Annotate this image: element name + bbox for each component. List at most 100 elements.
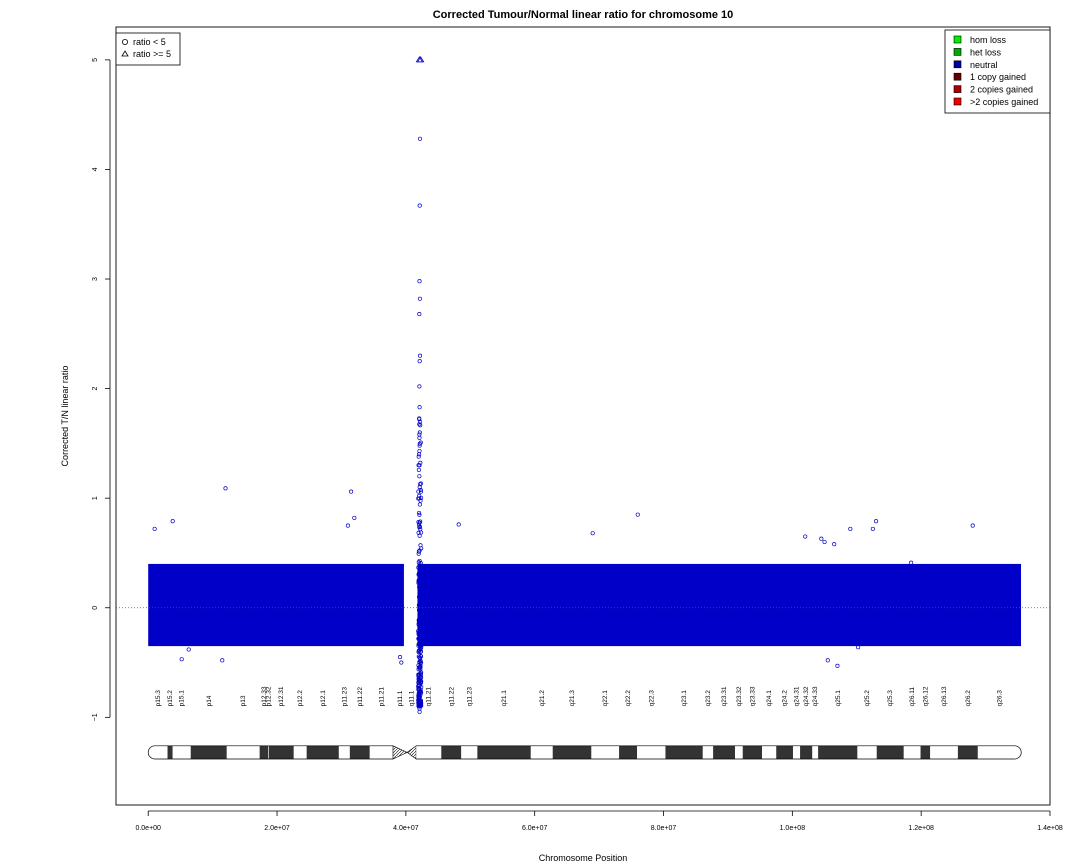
data-point (416, 683, 421, 688)
data-point (803, 534, 808, 539)
band-label: p14 (206, 695, 213, 706)
band-label: q21.2 (539, 690, 546, 707)
data-point (417, 655, 423, 660)
shape-legend-box (115, 32, 181, 66)
ideogram-band (735, 745, 743, 759)
band-label: p13 (240, 695, 247, 706)
color-swatch (953, 72, 962, 81)
data-point (417, 296, 422, 301)
data-point (417, 474, 422, 479)
data-point (417, 279, 422, 284)
band-label: q23.2 (705, 690, 712, 707)
band-label: q26.2 (965, 690, 972, 707)
ideogram-band (857, 745, 877, 759)
band-label: q26.13 (941, 686, 948, 706)
ideogram-band (812, 745, 819, 759)
data-point (418, 487, 423, 492)
data-point (416, 565, 421, 570)
x-tick-label: 1.0e+08 (780, 825, 806, 832)
data-point-triangle (415, 56, 424, 63)
ideogram-band (957, 745, 978, 759)
band-label: q24.2 (782, 690, 789, 707)
data-point (417, 616, 422, 621)
data-point (418, 646, 423, 651)
ideogram-band (167, 745, 173, 759)
x-tick-label: 6.0e+07 (522, 825, 548, 832)
data-point (417, 435, 422, 440)
ideogram-band (702, 745, 714, 759)
x-tick-label: 4.0e+07 (393, 825, 419, 832)
data-point (835, 663, 840, 668)
band-label: p12.31 (278, 686, 285, 706)
data-point (223, 486, 228, 491)
data-point (416, 686, 421, 691)
band-label: q26.11 (909, 687, 916, 707)
data-point (416, 622, 421, 627)
data-point (416, 636, 422, 641)
band-label: p15.3 (155, 690, 162, 707)
band-label: q23.1 (681, 690, 688, 707)
band-label: p11.23 (341, 687, 348, 707)
color-legend-label: neutral (970, 60, 998, 70)
data-point (419, 685, 424, 690)
color-swatch (953, 85, 962, 93)
ideogram-band (441, 745, 462, 759)
data-point (418, 665, 423, 670)
y-tick-label: 4 (92, 167, 99, 171)
data-point (417, 452, 422, 457)
band-label: p11.21 (378, 687, 385, 707)
data-point (856, 645, 861, 650)
data-point (417, 687, 422, 692)
ideogram-band (619, 745, 638, 759)
band-label: q11.22 (448, 687, 455, 707)
data-point (349, 489, 354, 494)
data-point (416, 530, 421, 535)
data-point (416, 496, 421, 501)
y-tick-label: 1 (92, 496, 99, 500)
data-point (398, 655, 403, 660)
band-label: p11.1 (397, 690, 404, 706)
data-point (417, 441, 422, 446)
data-point (970, 523, 975, 528)
band-label: p12.32 (265, 686, 272, 706)
data-point (352, 515, 357, 520)
q-arm-outline (416, 745, 1022, 760)
data-point (416, 549, 421, 554)
x-axis-label: Chromosome Position (539, 853, 628, 863)
data-point (416, 551, 421, 556)
data-point (416, 579, 421, 584)
data-point (874, 519, 879, 524)
data-point (870, 526, 875, 531)
data-point (635, 512, 640, 517)
data-point (848, 526, 853, 531)
band-label: q22.1 (602, 690, 609, 707)
data-point (418, 481, 423, 486)
color-swatch (953, 35, 962, 44)
shape-legend: ratio < 5 ratio >= 5 (115, 32, 181, 66)
band-label: q26.3 (997, 690, 1004, 707)
data-point (416, 594, 422, 599)
x-tick-label: 2.0e+07 (264, 825, 290, 832)
band-label: q24.1 (766, 690, 773, 707)
band-label: p12.2 (297, 690, 304, 707)
data-point (419, 587, 424, 592)
x-tick-label: 0.0e+00 (135, 825, 161, 832)
data-point (417, 493, 422, 498)
data-point (417, 660, 422, 665)
data-point (418, 643, 423, 648)
data-point (418, 563, 424, 568)
data-point (399, 660, 404, 665)
data-point (417, 599, 422, 604)
chart-title: Corrected Tumour/Normal linear ratio for… (433, 9, 734, 21)
ideogram-band (226, 745, 260, 759)
ideogram-band (530, 745, 553, 759)
ideogram-band (876, 745, 904, 759)
ideogram-band (742, 745, 763, 759)
ideogram-band (818, 745, 858, 759)
band-label: q25.2 (864, 690, 871, 707)
band-label: q11.21 (426, 687, 433, 707)
shape-legend-label-ratio-lt-5: ratio < 5 (133, 37, 166, 47)
data-point (417, 353, 423, 358)
